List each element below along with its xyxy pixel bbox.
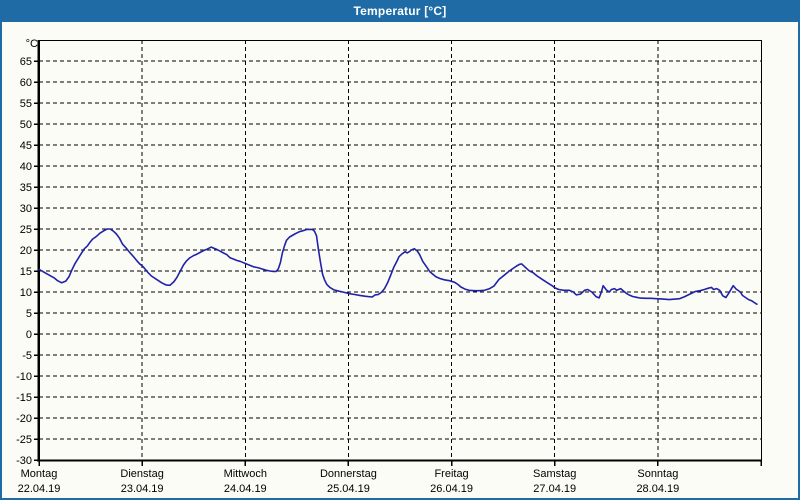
title-bar: Temperatur [°C]	[0, 0, 800, 22]
x-axis-date-label: 22.04.19	[18, 483, 61, 495]
y-axis-tick-label: 50	[20, 119, 32, 131]
y-axis-tick-label: 15	[20, 266, 32, 278]
x-axis-day-label: Dienstag	[120, 468, 163, 480]
x-axis-day-label: Freitag	[434, 468, 468, 480]
y-axis-tick-label: -30	[16, 455, 32, 467]
y-axis-tick-label: 5	[26, 308, 32, 320]
y-axis-unit-label: °C	[26, 38, 38, 50]
x-axis-date-label: 25.04.19	[327, 483, 370, 495]
y-axis-tick-label: 65	[20, 56, 32, 68]
temperature-series-line	[38, 228, 758, 306]
y-axis-tick-label: -10	[16, 371, 32, 383]
y-axis-tick-label: 40	[20, 161, 32, 173]
x-axis-day-label: Montag	[21, 468, 58, 480]
y-axis-tick-label: -5	[22, 350, 32, 362]
x-axis-date-label: 27.04.19	[533, 483, 576, 495]
y-axis-tick-label: 20	[20, 245, 32, 257]
y-axis-tick-label: 10	[20, 287, 32, 299]
x-axis-day-label: Donnerstag	[320, 468, 377, 480]
y-axis-tick-label: -25	[16, 434, 32, 446]
window-title: Temperatur [°C]	[353, 4, 447, 18]
x-axis-date-label: 28.04.19	[636, 483, 679, 495]
x-axis-date-label: 24.04.19	[224, 483, 267, 495]
x-axis-date-label: 26.04.19	[430, 483, 473, 495]
y-axis-tick-label: -15	[16, 392, 32, 404]
y-axis-tick-label: 55	[20, 98, 32, 110]
y-axis-tick-label: 35	[20, 182, 32, 194]
y-axis-tick-label: 30	[20, 203, 32, 215]
y-axis-tick-label: 45	[20, 140, 32, 152]
y-axis-tick-label: 25	[20, 224, 32, 236]
y-axis-tick-label: 0	[26, 329, 32, 341]
x-axis-date-label: 23.04.19	[121, 483, 164, 495]
y-axis-tick-label: 60	[20, 77, 32, 89]
x-axis-day-label: Mittwoch	[224, 468, 267, 480]
x-axis-day-label: Samstag	[533, 468, 576, 480]
y-axis-tick-label: -20	[16, 413, 32, 425]
x-axis-day-label: Sonntag	[637, 468, 678, 480]
